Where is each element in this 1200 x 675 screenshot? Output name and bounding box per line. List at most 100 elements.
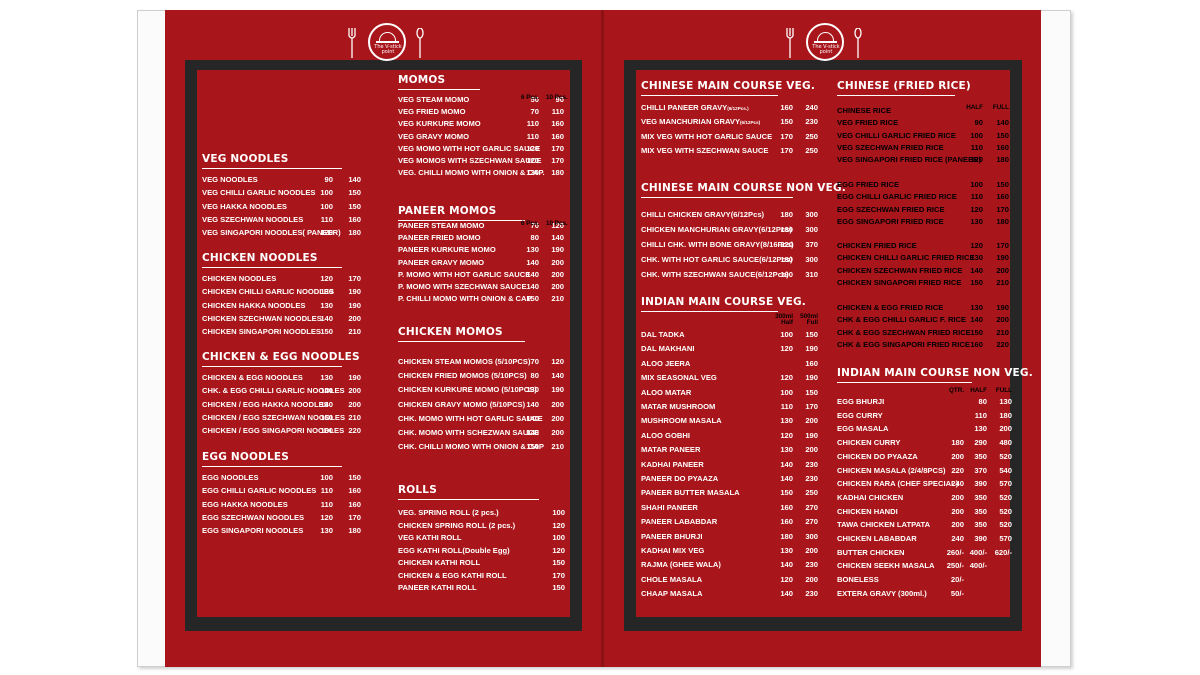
item-price: 160 [970,339,983,349]
menu-item: MUSHROOM MASALA 130 200 [641,414,818,427]
item-price: 190 [805,344,818,354]
item-name: CHK & EGG SINGAPORI FRIED RICE [837,339,970,349]
menu-page-right: The V-stick point CHINESE MAIN COURSE VE… [604,10,1041,667]
menu-item: CHICKEN CURRY 180 290 480 [837,436,1019,449]
item-price: 160 [551,119,564,129]
menu-item: EGG CURRY 110 180 [837,409,1019,422]
item-price: 120 [551,221,564,230]
item-name: EGG BHURJI [837,397,885,406]
menu-item: DAL MAKHANI 120 190 [641,342,818,355]
item-price: 120 [551,357,564,366]
item-name: P. MOMO WITH SZECHWAN SAUCE [398,282,527,291]
menu-item: MATAR MUSHROOM 110 170 [641,400,818,413]
section-heading: CHICKEN MOMOS [398,326,525,342]
item-price: 100 [552,533,565,542]
menu-item: CHK & EGG CHILLI GARLIC F. RICE 140 200 [837,313,1017,326]
item-price: 190 [348,287,361,297]
menu-item: PANEER KURKURE MOMO 130 190 [398,243,568,256]
item-price: 140 [970,265,983,275]
menu-item: CHICKEN SZECHWAN NOODLES 140 200 [202,312,361,325]
menu-item: VEG SZECHWAN FRIED RICE 110 160 [837,141,1017,154]
item-price: 110 [780,402,793,411]
item-name: CHICKEN CHILLI GARLIC NOODLES [202,287,335,297]
item-price: 120 [526,143,539,153]
menu-item: P. CHILLI MOMO WITH ONION & CAP. 150 210 [398,292,568,305]
item-price: 210 [348,327,361,337]
item-price: 140 [526,257,539,267]
item-portion: (6/12Pcs) [740,120,761,126]
menu-item: EGG NOODLES 100 150 [202,471,361,484]
item-name: CHICKEN DO PYAAZA [837,451,918,461]
menu-section: MOMOS VEG STEAM MOMO 50 90 VEG FRIED MOMO 70 1… [398,74,568,177]
menu-item: CHICKEN SEEKH MASALA 250/- 400/- [837,559,1019,572]
item-price: 370 [974,465,987,475]
item-price: 140 [526,399,539,409]
item-name: DAL MAKHANI [641,344,695,354]
menu-item: CHAAP MASALA 140 230 [641,587,818,600]
item-name: VEG. CHILLI MOMO WITH ONION & CAP. [398,168,545,178]
item-price: 110 [970,192,983,202]
item-price: 170 [551,156,564,165]
item-price: 170 [551,143,564,153]
item-price: 100 [970,180,983,189]
item-price: 350 [974,492,987,502]
item-price: 520 [999,520,1012,530]
item-price: 200 [805,445,818,455]
menu-page-left: The V-stick point VEG NOODLES VEG NOODLES… [165,10,602,667]
item-price: 190 [551,385,564,395]
item-name: CHICKEN MANCHURIAN GRAVY(6/12Pcs) [641,225,792,235]
item-name: VEG CHILLI GARLIC NOODLES [202,188,316,198]
item-price: 180 [780,255,793,265]
item-price: 210 [551,294,564,304]
page-gutter [601,10,604,667]
item-name: TAWA CHICKEN LATPATA [837,520,931,530]
item-price: 210 [996,327,1009,337]
item-name: SHAHI PANEER [641,502,698,512]
item-name: CHICKEN HAKKA NOODLES [202,300,306,310]
item-name: EXTERA GRAVY (300ml.) [837,588,927,598]
item-name: PANEER FRIED MOMO [398,233,481,243]
item-price: 110 [320,499,333,509]
menu-section: VEG NOODLES VEG NOODLES 90 140 VEG CHILLI GA… [202,153,361,237]
item-price: 130 [780,416,793,426]
menu-item: VEG. SPRING ROLL (2 pcs.) 100 [398,506,568,519]
item-name: PANEER BHURJI [641,531,703,541]
menu-item: VEG CHILLI GARLIC FRIED RICE 100 150 [837,129,1017,142]
menu-item: VEG KATHI ROLL 100 [398,531,568,544]
menu-item: PANEER BHURJI 180 300 [641,530,818,543]
item-price: 140 [526,269,539,279]
item-name: KADHAI CHICKEN [837,492,904,502]
menu-item: EGG KATHI ROLL(Double Egg) 120 [398,544,568,557]
item-price: 220 [348,426,361,436]
menu-item: CHICKEN STEAM MOMOS (5/10PCS) 70 120 [398,355,568,368]
item-name: PANEER KATHI ROLL [398,583,477,592]
menu-item: CHICKEN RARA (CHEF SPECIAL) 240 390 570 [837,477,1019,490]
item-name: CHICKEN KURKURE MOMO (5/10PCS) [398,385,537,395]
fork-icon [786,28,794,58]
menu-item: MIX VEG WITH HOT GARLIC SAUCE 170 250 [641,130,818,143]
menu-item: EGG SINGAPORI FRIED RICE 130 180 [837,215,1017,228]
item-name: EGG SINGAPORI FRIED RICE [837,216,944,226]
menu-item: EGG CHILLI GARLIC NOODLES 110 160 [202,484,361,497]
item-price: 200 [348,313,361,323]
menu-item: CHICKEN GRAVY MOMO (5/10PCS) 140 200 [398,398,568,411]
item-price: 570 [999,534,1012,543]
item-price: 200 [996,315,1009,325]
section-heading: ROLLS [398,484,539,500]
item-price: 200 [805,574,818,584]
item-name: MIX VEG WITH SZECHWAN SAUCE [641,145,769,155]
item-price: 200 [551,413,564,423]
item-name: KADHAI MIX VEG [641,546,705,555]
item-price: 120 [526,156,539,165]
item-name: CHK & EGG SZECHWAN FRIED RICE [837,327,971,337]
menu-item: CHICKEN HANDI 200 350 520 [837,505,1019,518]
item-price: 150 [552,558,565,567]
item-name: MATAR MUSHROOM [641,402,716,411]
menu-item: EGG MASALA 130 200 [837,422,1019,435]
item-price: 230 [805,589,818,599]
menu-item: PANEER LABABDAR 160 270 [641,515,818,528]
menu-item: KADHAI PANEER 140 230 [641,458,818,471]
item-price: 90 [555,95,564,104]
item-price: 200 [999,424,1012,434]
menu-section: CHICKEN & EGG NOODLES CHICKEN & EGG NOODL… [202,351,361,435]
